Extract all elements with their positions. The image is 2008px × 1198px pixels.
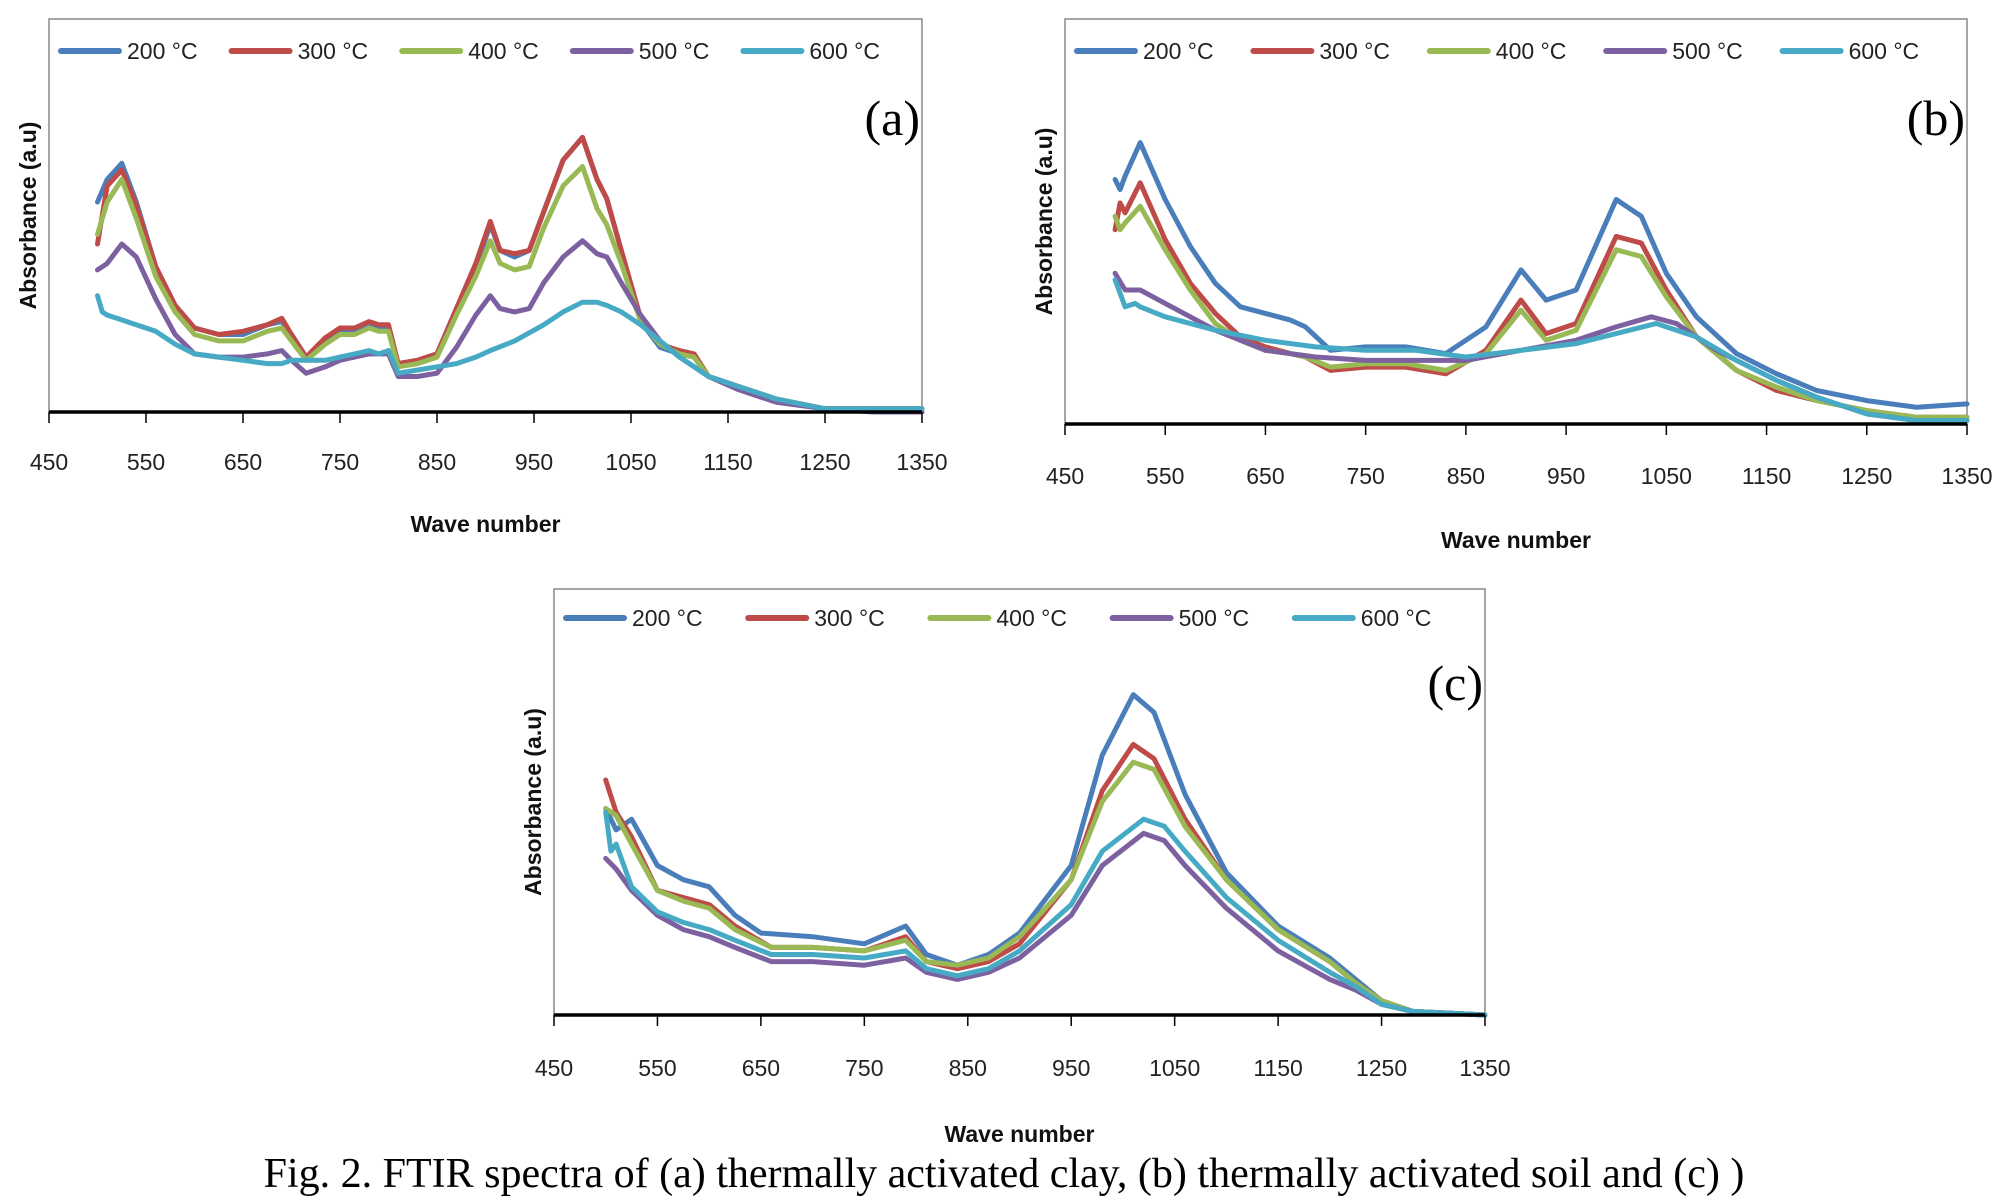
x-tick-label: 1150 — [1742, 463, 1791, 489]
x-tick-label: 450 — [535, 1055, 573, 1081]
x-tick-label: 750 — [1346, 463, 1384, 489]
x-axis-label: Wave number — [411, 511, 561, 537]
series-line-200 — [1112, 140, 1970, 410]
legend-label: 400 °C — [1496, 38, 1567, 64]
chart-panel-1: 450 550 650 750 850 950 1050 1150 1250 1350 Wave n… — [1031, 18, 1993, 553]
legend-label: 300 °C — [1319, 38, 1390, 64]
x-tick-label: 550 — [127, 449, 165, 475]
y-axis-label: Absorbance (a.u) — [1031, 128, 1057, 316]
series-line-300 — [1112, 180, 1970, 420]
legend-label: 200 °C — [1143, 38, 1214, 64]
x-axis-label: Wave number — [945, 1121, 1095, 1147]
x-tick-label: 550 — [638, 1055, 676, 1081]
legend-label: 400 °C — [996, 605, 1067, 631]
x-tick-label: 650 — [224, 449, 262, 475]
legend-label: 300 °C — [814, 605, 885, 631]
series-line-600 — [95, 293, 925, 412]
x-tick-label: 1350 — [896, 449, 947, 475]
legend-label: 600 °C — [809, 38, 880, 64]
x-tick-label: 750 — [321, 449, 359, 475]
legend-label: 500 °C — [639, 38, 710, 64]
plot-area-border — [1064, 18, 1968, 425]
x-tick-label: 950 — [515, 449, 553, 475]
legend-label: 600 °C — [1849, 38, 1920, 64]
x-tick-label: 1250 — [1841, 463, 1892, 489]
panel-label: (a) — [865, 90, 921, 146]
x-tick-label: 1350 — [1459, 1055, 1510, 1081]
series-line-200 — [603, 692, 1488, 1018]
x-tick-label: 1050 — [605, 449, 656, 475]
legend-label: 200 °C — [632, 605, 703, 631]
x-tick-label: 850 — [949, 1055, 987, 1081]
legend-label: 500 °C — [1179, 605, 1250, 631]
series-line-200 — [95, 134, 925, 412]
x-axis-label: Wave number — [1441, 527, 1591, 553]
legend-label: 200 °C — [127, 38, 198, 64]
y-axis-label: Absorbance (a.u) — [15, 122, 41, 310]
x-tick-label: 1050 — [1641, 463, 1692, 489]
series-line-400 — [95, 164, 925, 412]
series-line-600 — [603, 809, 1488, 1018]
panel-label: (c) — [1428, 655, 1484, 711]
series-line-500 — [603, 830, 1488, 1018]
panel-label: (b) — [1907, 90, 1965, 146]
series-line-600 — [1112, 277, 1970, 424]
series-line-400 — [1112, 203, 1970, 420]
legend-label: 300 °C — [298, 38, 369, 64]
x-tick-label: 850 — [418, 449, 456, 475]
figure-caption: Fig. 2. FTIR spectra of (a) thermally ac… — [263, 1151, 1745, 1197]
x-tick-label: 950 — [1052, 1055, 1090, 1081]
legend-label: 600 °C — [1361, 605, 1432, 631]
x-tick-label: 950 — [1547, 463, 1585, 489]
series-line-300 — [95, 134, 925, 412]
x-tick-label: 1150 — [703, 449, 752, 475]
x-tick-label: 650 — [742, 1055, 780, 1081]
y-axis-label: Absorbance (a.u) — [520, 708, 546, 896]
x-tick-label: 1050 — [1149, 1055, 1200, 1081]
series-line-400 — [603, 759, 1488, 1018]
legend-label: 400 °C — [468, 38, 539, 64]
x-tick-label: 1350 — [1941, 463, 1992, 489]
x-tick-label: 1250 — [799, 449, 850, 475]
x-tick-label: 850 — [1447, 463, 1485, 489]
x-tick-label: 450 — [1046, 463, 1084, 489]
x-tick-label: 1250 — [1356, 1055, 1407, 1081]
legend-label: 500 °C — [1672, 38, 1743, 64]
x-tick-label: 1150 — [1253, 1055, 1302, 1081]
x-tick-label: 750 — [845, 1055, 883, 1081]
x-tick-label: 650 — [1246, 463, 1284, 489]
x-tick-label: 550 — [1146, 463, 1184, 489]
chart-panel-2: 450 550 650 750 850 950 1050 1150 1250 1350 Wave n… — [520, 588, 1511, 1147]
x-tick-label: 450 — [30, 449, 68, 475]
chart-panel-0: 450 550 650 750 850 950 1050 1150 1250 1350 Wave n… — [15, 18, 948, 537]
